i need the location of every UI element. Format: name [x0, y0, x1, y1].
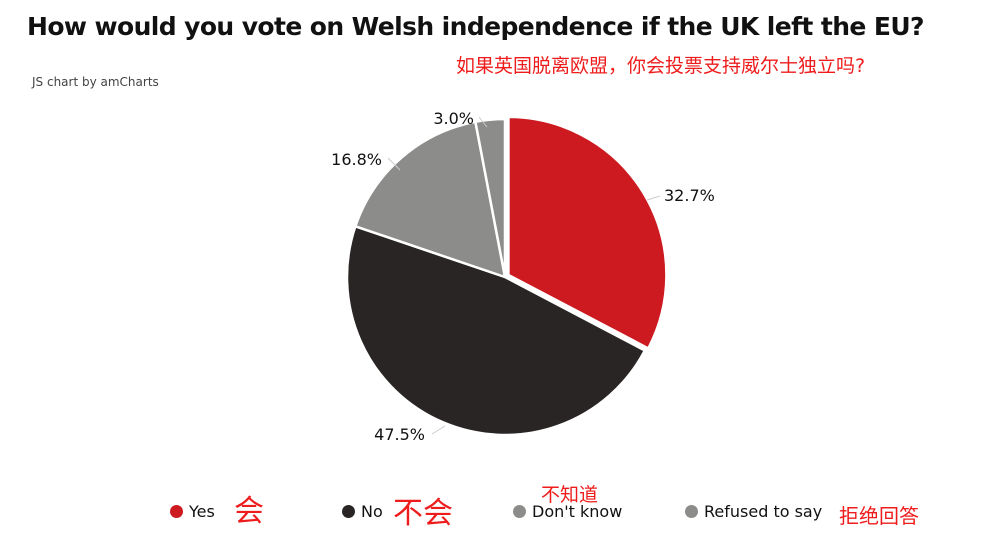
slice-label-no: 47.5% — [374, 425, 425, 444]
pie-slices — [345, 115, 668, 437]
pie-slice-dont-know[interactable] — [353, 120, 507, 279]
annotation-no-chinese: 不会 — [393, 496, 453, 531]
label-leader-lines — [387, 116, 661, 435]
legend-item-no[interactable]: No — [342, 502, 383, 521]
legend-item-dont-know[interactable]: Don't know — [513, 502, 622, 521]
leader-line-no — [431, 425, 446, 435]
legend-marker-refused — [685, 505, 698, 518]
leader-line-dont-know — [387, 157, 401, 171]
pie-slice-no[interactable] — [345, 224, 647, 437]
legend-marker-yes — [170, 505, 183, 518]
slice-labels: 32.7% 47.5% 16.8% 3.0% — [331, 109, 715, 444]
chart-title: How would you vote on Welsh independence… — [27, 12, 925, 41]
legend-label-dont-know: Don't know — [532, 502, 623, 521]
legend: Yes No Don't know Refused to say — [0, 502, 1003, 526]
legend-item-yes[interactable]: Yes — [170, 502, 215, 521]
amcharts-credit-link[interactable]: JS chart by amCharts — [32, 75, 159, 89]
annotation-refused-chinese: 拒绝回答 — [839, 504, 919, 528]
legend-label-no: No — [361, 502, 383, 521]
legend-marker-no — [342, 505, 355, 518]
chart-subtitle-chinese: 如果英国脱离欧盟，你会投票支持威尔士独立吗? — [456, 55, 866, 77]
leader-line-refused — [478, 116, 488, 128]
annotation-dont-know-chinese: 不知道 — [541, 484, 599, 506]
legend-marker-dont-know — [513, 505, 526, 518]
slice-label-dont-know: 16.8% — [331, 150, 382, 169]
pie-slice-yes[interactable] — [507, 115, 668, 351]
leader-line-yes — [646, 195, 661, 201]
legend-label-refused: Refused to say — [704, 502, 823, 521]
legend-item-refused[interactable]: Refused to say — [685, 502, 822, 521]
slice-label-yes: 32.7% — [664, 186, 715, 205]
slice-label-refused: 3.0% — [433, 109, 474, 128]
legend-label-yes: Yes — [189, 502, 215, 521]
pie-slice-refused[interactable] — [473, 117, 507, 278]
annotation-yes-chinese: 会 — [234, 494, 264, 529]
